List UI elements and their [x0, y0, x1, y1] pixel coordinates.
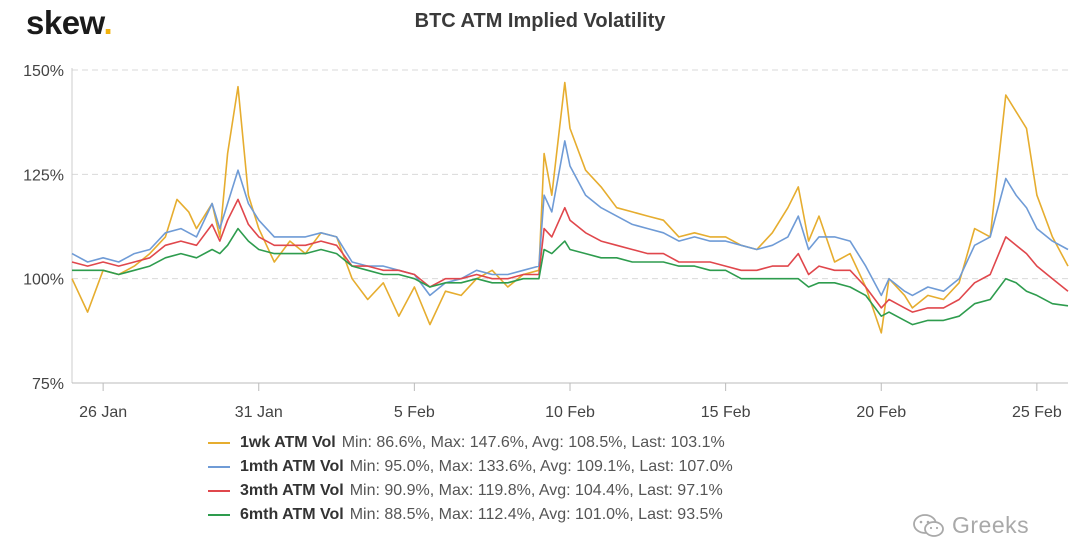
- series-line-1mth: [71, 140, 1069, 297]
- legend-series-name: 3mth ATM Vol: [240, 482, 344, 499]
- y-tick-label: 100%: [23, 272, 64, 289]
- watermark: Greeks: [912, 512, 1029, 539]
- legend-swatch-3mth: [208, 490, 230, 492]
- legend-series-stats: Min: 90.9%, Max: 119.8%, Avg: 104.4%, La…: [349, 482, 723, 499]
- watermark-text: Greeks: [952, 512, 1030, 538]
- legend-swatch-1wk: [208, 442, 230, 444]
- volatility-line-chart: 75% 100% 125% 150% 26 Jan 31 Jan 5 Feb 10 Feb 15…: [23, 63, 1069, 421]
- x-tick-label: 20 Feb: [856, 404, 906, 421]
- legend-series-stats: Min: 88.5%, Max: 112.4%, Avg: 101.0%, La…: [349, 506, 723, 523]
- legend-series-name: 1wk ATM Vol: [240, 434, 336, 451]
- legend-series-stats: Min: 86.6%, Max: 147.6%, Avg: 108.5%, La…: [341, 434, 725, 451]
- legend-series-name: 1mth ATM Vol: [240, 458, 344, 475]
- x-tick-label: 15 Feb: [701, 404, 751, 421]
- legend-item-6mth[interactable]: 6mth ATM Vol Min: 88.5%, Max: 112.4%, Av…: [208, 503, 848, 527]
- chart-legend: 1wk ATM Vol Min: 86.6%, Max: 147.6%, Avg…: [208, 431, 848, 527]
- chart-title: BTC ATM Implied Volatility: [414, 10, 666, 32]
- legend-swatch-1mth: [208, 466, 230, 468]
- x-tick-label: 26 Jan: [79, 404, 127, 421]
- x-tick-label: 25 Feb: [1012, 404, 1062, 421]
- series-line-1wk: [71, 81, 1069, 334]
- x-tick-label: 10 Feb: [545, 404, 595, 421]
- legend-item-3mth[interactable]: 3mth ATM Vol Min: 90.9%, Max: 119.8%, Av…: [208, 479, 848, 503]
- legend-series-stats: Min: 95.0%, Max: 133.6%, Avg: 109.1%, La…: [349, 458, 733, 475]
- legend-item-1wk[interactable]: 1wk ATM Vol Min: 86.6%, Max: 147.6%, Avg…: [208, 431, 848, 455]
- legend-swatch-6mth: [208, 514, 230, 516]
- y-tick-label: 125%: [23, 167, 64, 184]
- series-line-3mth: [71, 198, 1069, 313]
- y-tick-label: 75%: [32, 376, 64, 393]
- skew-logo: skew.: [26, 4, 113, 41]
- x-tick-label: 5 Feb: [394, 404, 435, 421]
- series-line-6mth: [72, 227, 1069, 326]
- x-tick-label: 31 Jan: [235, 404, 283, 421]
- wechat-icon: [913, 513, 944, 537]
- legend-series-name: 6mth ATM Vol: [240, 506, 344, 523]
- y-tick-label: 150%: [23, 63, 64, 80]
- legend-item-1mth[interactable]: 1mth ATM Vol Min: 95.0%, Max: 133.6%, Av…: [208, 455, 848, 479]
